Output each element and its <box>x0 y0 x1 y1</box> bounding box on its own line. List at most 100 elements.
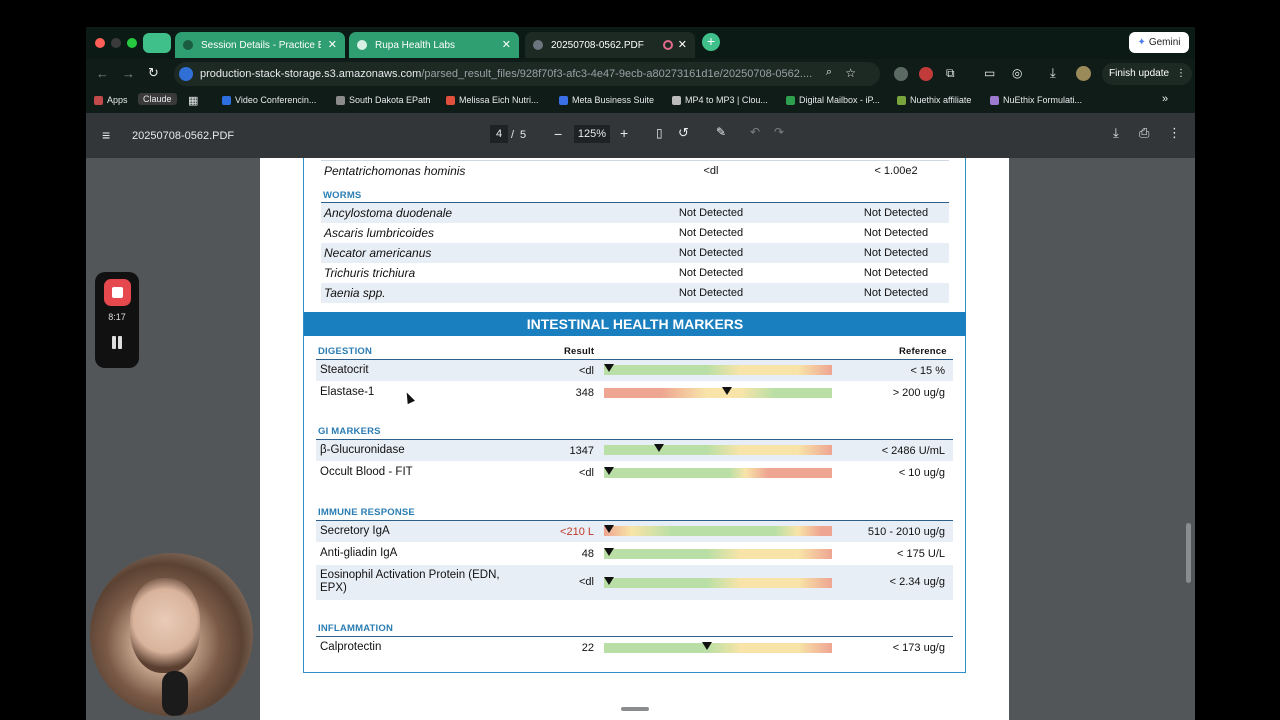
tab-strip: Session Details - Practice Be ✕ Rupa Hea… <box>86 27 1195 59</box>
pdf-viewer[interactable]: Pentatrichomonas hominis <dl < 1.00e2 WO… <box>86 158 1195 720</box>
close-tab-icon[interactable]: ✕ <box>677 39 687 51</box>
bookmark-mailbox[interactable]: Digital Mailbox - iP... <box>786 95 880 105</box>
result-marker-icon <box>603 548 614 556</box>
marker-row: Eosinophil Activation Protein (EDN, EPX)… <box>316 565 953 600</box>
bookmark-claude[interactable]: Claude <box>138 93 177 105</box>
more-bookmarks-icon[interactable]: » <box>1162 93 1169 105</box>
bookmark-star-icon[interactable]: ☆ <box>845 66 856 80</box>
hamburger-menu-icon[interactable]: ≡ <box>102 127 111 143</box>
range-bar <box>603 467 832 478</box>
scrollbar-thumb[interactable] <box>1186 523 1191 583</box>
more-options-icon[interactable]: ⋮ <box>1168 125 1181 140</box>
section-rule <box>321 202 949 203</box>
bookmark-video-conferencing[interactable]: Video Conferencin... <box>222 95 316 105</box>
zoom-out-icon[interactable]: − <box>554 126 563 142</box>
organism-name: Ancylostoma duodenale <box>324 206 453 220</box>
gemini-button[interactable]: ✦ Gemini <box>1129 32 1189 53</box>
tab-label: Session Details - Practice Be <box>201 39 321 51</box>
address-path: /parsed_result_files/928f70f3-afc3-4e47-… <box>421 68 813 80</box>
bookmark-nuethix-formulations[interactable]: NuEthix Formulati... <box>990 95 1082 105</box>
reload-icon[interactable]: ↻ <box>148 65 159 80</box>
tab-groups-icon[interactable]: ▦ <box>188 95 199 107</box>
pause-icon[interactable] <box>111 336 123 350</box>
gemini-label: Gemini <box>1148 37 1181 48</box>
bookmark-meta[interactable]: Meta Business Suite <box>559 95 654 105</box>
maximize-window-button[interactable] <box>127 38 137 48</box>
close-tab-icon[interactable]: ✕ <box>327 39 337 51</box>
extension-icon[interactable] <box>894 67 908 81</box>
marker-name: Occult Blood - FIT <box>320 466 413 478</box>
section-title-digestion: DIGESTION <box>318 346 373 357</box>
address-host: production-stack-storage.s3.amazonaws.co… <box>200 68 422 80</box>
bookmark-mp4[interactable]: MP4 to MP3 | Clou... <box>672 95 768 105</box>
pdf-page: Pentatrichomonas hominis <dl < 1.00e2 WO… <box>260 158 1009 720</box>
minimize-window-button[interactable] <box>111 38 121 48</box>
tab-group-icon[interactable] <box>143 33 171 53</box>
result-marker-icon <box>653 444 664 452</box>
site-info-icon[interactable] <box>179 67 193 81</box>
print-icon[interactable]: ⎙ <box>1139 125 1150 140</box>
bookmark-apps[interactable]: Apps <box>94 95 128 105</box>
download-icon[interactable]: ⤓ <box>1113 125 1119 140</box>
page-total: 5 <box>520 129 527 141</box>
result-marker-icon <box>722 387 733 395</box>
zoom-favicon-icon <box>222 95 231 105</box>
table-row: Trichuris trichiura Not Detected Not Det… <box>321 263 949 283</box>
reference-header: Reference <box>899 346 947 357</box>
tab-pdf[interactable]: 20250708-0562.PDF ✕ <box>525 32 695 58</box>
rotate-icon[interactable]: ↺ <box>678 125 689 140</box>
avatar[interactable] <box>1076 66 1091 81</box>
finish-update-button[interactable]: Finish update ⋮ <box>1102 63 1192 85</box>
page-number-input[interactable]: 4 <box>490 125 508 143</box>
cast-icon[interactable]: ▭ <box>984 66 996 80</box>
organism-result: Not Detected <box>678 267 744 279</box>
zoom-input[interactable]: 125% <box>574 125 610 143</box>
audio-indicator-icon[interactable] <box>663 40 673 50</box>
bookmark-south-dakota[interactable]: South Dakota EPath <box>336 95 431 105</box>
marker-row: Calprotectin 22 < 173 ug/g <box>316 637 953 659</box>
marker-name: β-Glucuronidase <box>320 444 405 456</box>
table-row: Taenia spp. Not Detected Not Detected <box>321 283 949 303</box>
screen-capture-icon[interactable]: ◎ <box>1012 66 1023 80</box>
range-bar <box>604 642 832 653</box>
section-rule <box>316 439 953 440</box>
close-window-button[interactable] <box>95 38 105 48</box>
extension-icon[interactable] <box>919 67 933 81</box>
tab-rupa-health[interactable]: Rupa Health Labs ✕ <box>349 32 519 58</box>
organism-reference: < 1.00e2 <box>874 165 918 177</box>
zoom-in-icon[interactable]: + <box>620 125 629 141</box>
recording-timer: 8:17 <box>108 312 126 322</box>
address-bar[interactable]: production-stack-storage.s3.amazonaws.co… <box>174 62 880 86</box>
tab-label: Rupa Health Labs <box>375 39 456 51</box>
result-header: Result <box>564 346 595 357</box>
organism-result: Not Detected <box>678 247 744 259</box>
puzzle-icon[interactable]: ⧉ <box>946 66 955 80</box>
bookmark-melissa[interactable]: Melissa Eich Nutri... <box>446 95 539 105</box>
annotate-icon[interactable]: ✎ <box>716 125 727 139</box>
bookmark-nuethix[interactable]: Nuethix affiliate <box>897 95 971 105</box>
range-bar <box>603 548 832 559</box>
redo-icon[interactable]: ↷ <box>774 125 785 139</box>
finish-update-label: Finish update <box>1109 68 1170 79</box>
bookmark-label: Claude <box>143 94 172 104</box>
marker-name: Eosinophil Activation Protein (EDN, EPX) <box>320 569 500 594</box>
marker-row: Secretory IgA <210 L 510 - 2010 ug/g <box>316 521 953 542</box>
download-icon[interactable]: ⤓ <box>1050 65 1056 80</box>
forward-icon[interactable]: → <box>122 66 135 81</box>
page-splitter-handle[interactable] <box>621 707 649 711</box>
organism-reference: Not Detected <box>863 247 929 259</box>
stop-recording-button[interactable] <box>104 279 131 306</box>
back-icon[interactable]: ← <box>96 66 109 81</box>
new-tab-button[interactable]: + <box>702 33 720 51</box>
tab-session-details[interactable]: Session Details - Practice Be ✕ <box>175 32 345 58</box>
webcam-microphone-image <box>162 671 188 716</box>
range-bar <box>603 364 832 375</box>
zoom-icon[interactable]: ⌕ <box>825 66 832 78</box>
fit-page-icon[interactable]: ▯ <box>656 126 663 140</box>
undo-icon[interactable]: ↶ <box>750 125 761 139</box>
marker-name: Secretory IgA <box>320 525 390 537</box>
bookmarks-bar: Apps Claude ▦ Video Conferencin... South… <box>86 89 1195 113</box>
table-row: Ascaris lumbricoides Not Detected Not De… <box>321 223 949 243</box>
marker-value: <dl <box>579 467 594 479</box>
close-tab-icon[interactable]: ✕ <box>501 39 511 51</box>
